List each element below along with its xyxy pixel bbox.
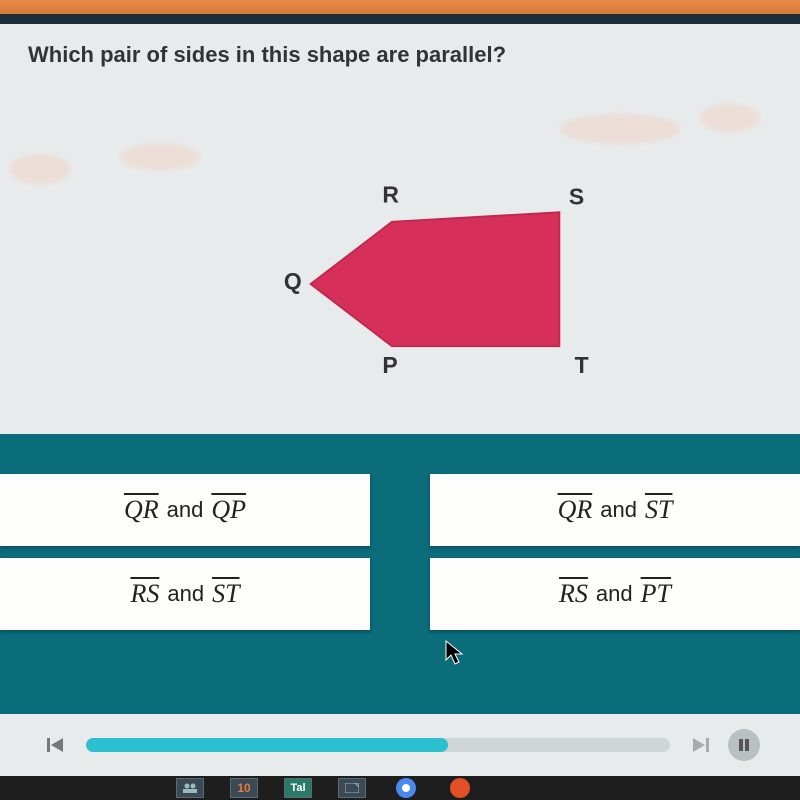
answer-row-1: QR and QP QR and ST	[0, 474, 800, 546]
and-word: and	[167, 581, 204, 607]
skip-forward-icon	[691, 735, 711, 755]
question-text: Which pair of sides in this shape are pa…	[28, 42, 772, 68]
taskbar-item[interactable]	[392, 778, 420, 798]
vertex-label-s: S	[569, 184, 584, 210]
window-top-border	[0, 0, 800, 14]
answer-option-c[interactable]: RS and ST	[0, 558, 370, 630]
segment-label: RS	[559, 579, 588, 609]
browser-icon	[449, 777, 471, 799]
progress-bar[interactable]	[86, 738, 670, 752]
vertex-label-r: R	[382, 182, 399, 208]
and-word: and	[596, 581, 633, 607]
segment-label: ST	[645, 495, 672, 525]
taskbar-item[interactable]: 10	[230, 778, 258, 798]
lens-flare	[120, 144, 200, 170]
segment-label: RS	[130, 579, 159, 609]
window-icon	[345, 783, 359, 793]
pause-icon	[737, 738, 751, 752]
pentagon-shape	[311, 212, 560, 346]
pause-button[interactable]	[728, 729, 760, 761]
lens-flare	[10, 154, 70, 184]
progress-fill	[86, 738, 448, 752]
answer-option-b[interactable]: QR and ST	[430, 474, 800, 546]
next-button[interactable]	[686, 730, 716, 760]
taskbar-item[interactable]	[338, 778, 366, 798]
answer-row-2: RS and ST RS and PT	[0, 558, 800, 630]
taskbar-item[interactable]	[446, 778, 474, 798]
window-dark-strip	[0, 14, 800, 24]
skip-back-icon	[45, 735, 65, 755]
and-word: and	[600, 497, 637, 523]
and-word: and	[167, 497, 204, 523]
lens-flare	[560, 114, 680, 144]
segment-label: QR	[558, 495, 593, 525]
media-controls	[0, 714, 800, 776]
taskbar-item[interactable]	[176, 778, 204, 798]
answers-panel: QR and QP QR and ST RS and ST RS and PT	[0, 434, 800, 714]
taskbar-item[interactable]: Tal	[284, 778, 312, 798]
segment-label: ST	[212, 579, 239, 609]
shape-diagram: R S T P Q	[260, 174, 610, 394]
segment-label: QP	[211, 495, 246, 525]
segment-label: QR	[124, 495, 159, 525]
question-panel: Which pair of sides in this shape are pa…	[0, 24, 800, 434]
vertex-label-t: T	[575, 352, 589, 378]
vertex-label-p: P	[382, 352, 397, 378]
segment-label: PT	[641, 579, 671, 609]
chrome-icon	[395, 777, 417, 799]
vertex-label-q: Q	[284, 268, 302, 294]
mouse-cursor	[445, 640, 465, 666]
lens-flare	[700, 104, 760, 132]
people-icon	[182, 782, 198, 794]
answer-option-a[interactable]: QR and QP	[0, 474, 370, 546]
previous-button[interactable]	[40, 730, 70, 760]
taskbar: 10 Tal	[0, 776, 800, 800]
answer-option-d[interactable]: RS and PT	[430, 558, 800, 630]
